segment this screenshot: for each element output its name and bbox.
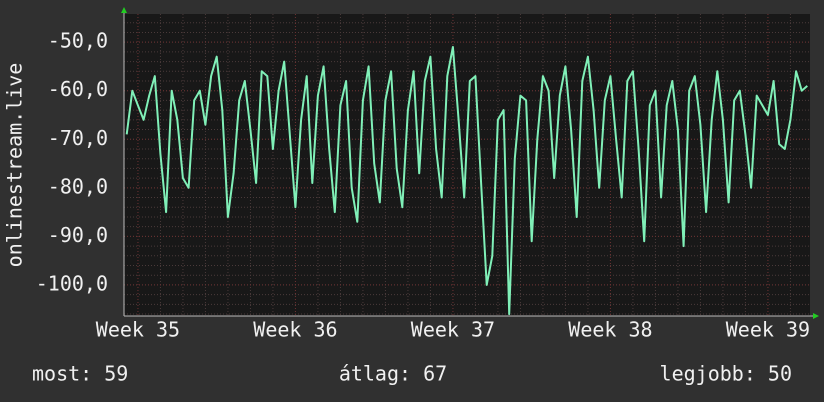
x-tick-label: Week 39 [726,318,810,342]
y-tick-label: -60,0 [48,77,108,101]
y-arrow [121,7,127,13]
y-tick-label: -50,0 [48,29,108,53]
stat-best: legjobb: 50 [660,362,792,386]
x-tick-label: Week 36 [253,318,337,342]
y-axis-label: onlinestream.live [3,63,27,268]
stat-current: most: 59 [32,362,128,386]
y-tick-label: -70,0 [48,126,108,150]
x-arrow [813,313,819,319]
y-tick-label: -80,0 [48,174,108,198]
y-tick-label: -100,0 [36,271,108,295]
plot-area [124,14,810,316]
stat-average: átlag: 67 [339,362,447,386]
data-line [125,46,808,316]
y-tick-label: -90,0 [48,223,108,247]
x-tick-label: Week 38 [568,318,652,342]
x-tick-label: Week 37 [411,318,495,342]
x-tick-label: Week 35 [96,318,180,342]
